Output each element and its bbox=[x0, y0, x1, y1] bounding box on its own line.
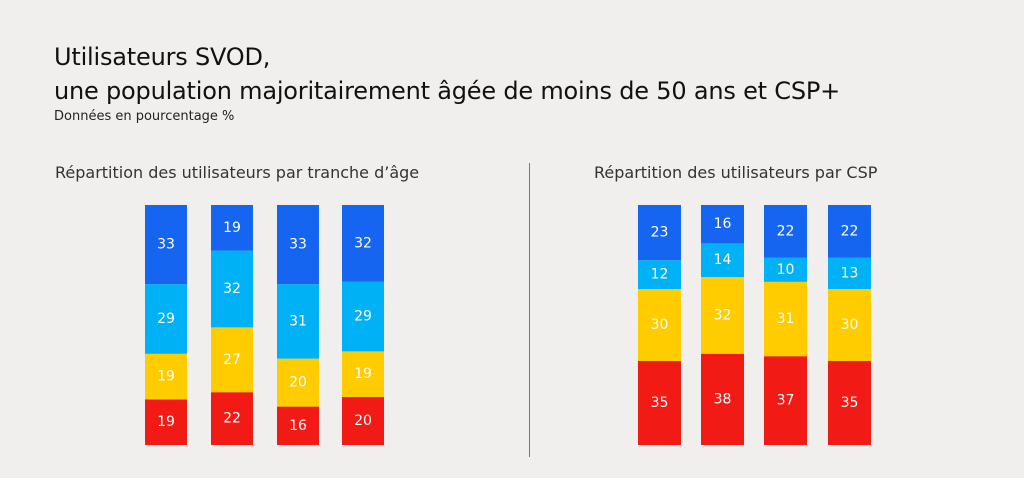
age-bar-1-label-3: 29 bbox=[157, 311, 175, 327]
csp-bar-1-label-3: 12 bbox=[651, 267, 669, 283]
age-bar-4-segment-2 bbox=[342, 351, 384, 397]
age-bar-1-label-1: 19 bbox=[157, 414, 175, 430]
age-bar-3-segment-1 bbox=[277, 406, 319, 445]
age-bar-2-segment-4 bbox=[211, 205, 253, 251]
csp-bar-1-segment-1 bbox=[638, 361, 681, 445]
csp-bar-4-label-2: 30 bbox=[841, 317, 859, 333]
age-bar-4-label-3: 29 bbox=[354, 309, 372, 325]
age-bar-1-segment-3 bbox=[145, 284, 187, 354]
age-bar-1-label-2: 19 bbox=[157, 369, 175, 385]
csp-bar-4-label-4: 22 bbox=[841, 223, 859, 239]
age-bar-2-label-2: 27 bbox=[223, 352, 241, 368]
csp-bar-3-label-4: 22 bbox=[777, 223, 795, 239]
age-bar-4-segment-3 bbox=[342, 281, 384, 352]
title-line-2: une population majoritairement âgée de m… bbox=[54, 77, 841, 105]
age-bar-2-segment-2 bbox=[211, 327, 253, 393]
age-chart-title: Répartition des utilisateurs par tranche… bbox=[55, 163, 420, 182]
age-bar-3-segment-3 bbox=[277, 284, 319, 359]
csp-bar-2-segment-4 bbox=[701, 205, 744, 244]
csp-bar-1-label-4: 23 bbox=[651, 225, 669, 241]
csp-bar-3-segment-3 bbox=[764, 257, 807, 282]
csp-bar-4-segment-1 bbox=[828, 361, 871, 445]
age-bar-3-segment-2 bbox=[277, 358, 319, 407]
csp-bar-2-segment-1 bbox=[701, 353, 744, 445]
age-bar-2-label-4: 19 bbox=[223, 220, 241, 236]
csp-bar-1-segment-2 bbox=[638, 289, 681, 361]
csp-bar-4-segment-3 bbox=[828, 257, 871, 289]
age-bar-4-label-2: 19 bbox=[354, 366, 372, 382]
csp-bar-1-segment-3 bbox=[638, 260, 681, 289]
csp-bar-3-segment-1 bbox=[764, 356, 807, 445]
csp-bar-3-label-3: 10 bbox=[777, 262, 795, 278]
csp-bar-4-label-1: 35 bbox=[841, 395, 859, 411]
age-bar-4-label-4: 32 bbox=[354, 235, 372, 251]
title-line-1: Utilisateurs SVOD, bbox=[54, 43, 271, 71]
csp-bar-4-segment-4 bbox=[828, 205, 871, 258]
age-bar-2-segment-1 bbox=[211, 392, 253, 445]
age-bar-2-segment-3 bbox=[211, 250, 253, 328]
age-bar-1-segment-1 bbox=[145, 399, 187, 445]
page-title: Utilisateurs SVOD, une population majori… bbox=[54, 40, 840, 108]
csp-bar-4-label-3: 13 bbox=[841, 265, 859, 281]
csp-bar-2-segment-2 bbox=[701, 277, 744, 354]
age-bar-4-label-1: 20 bbox=[354, 413, 372, 429]
csp-bar-2-label-1: 38 bbox=[714, 391, 732, 407]
csp-bar-1-label-2: 30 bbox=[651, 317, 669, 333]
panel-divider bbox=[529, 163, 530, 457]
csp-bar-3-label-2: 31 bbox=[777, 311, 795, 327]
csp-bar-2-label-2: 32 bbox=[714, 307, 732, 323]
csp-bar-1-segment-4 bbox=[638, 205, 681, 261]
csp-bar-3-label-1: 37 bbox=[777, 393, 795, 409]
age-bar-1-label-4: 33 bbox=[157, 237, 175, 253]
csp-bar-2-segment-3 bbox=[701, 243, 744, 277]
age-bar-3-label-2: 20 bbox=[289, 375, 307, 391]
age-bar-4-segment-1 bbox=[342, 397, 384, 445]
age-bar-2-label-1: 22 bbox=[223, 411, 241, 427]
age-bar-4-segment-4 bbox=[342, 205, 384, 282]
csp-bar-1-label-1: 35 bbox=[651, 395, 669, 411]
page-subtitle: Données en pourcentage % bbox=[54, 109, 235, 124]
age-bar-3-label-3: 31 bbox=[289, 313, 307, 329]
csp-bar-3-segment-2 bbox=[764, 281, 807, 357]
age-bar-3-segment-4 bbox=[277, 205, 319, 285]
age-bar-3-label-1: 16 bbox=[289, 418, 307, 434]
age-bar-2-label-3: 32 bbox=[223, 281, 241, 297]
csp-bar-3-segment-4 bbox=[764, 205, 807, 258]
age-bar-3-label-4: 33 bbox=[289, 237, 307, 253]
age-bar-1-segment-2 bbox=[145, 353, 187, 400]
csp-bar-4-segment-2 bbox=[828, 289, 871, 361]
csp-bar-2-label-3: 14 bbox=[714, 252, 732, 268]
csp-chart-title: Répartition des utilisateurs par CSP bbox=[594, 163, 878, 182]
csp-bar-2-label-4: 16 bbox=[714, 216, 732, 232]
age-bar-1-segment-4 bbox=[145, 205, 187, 285]
